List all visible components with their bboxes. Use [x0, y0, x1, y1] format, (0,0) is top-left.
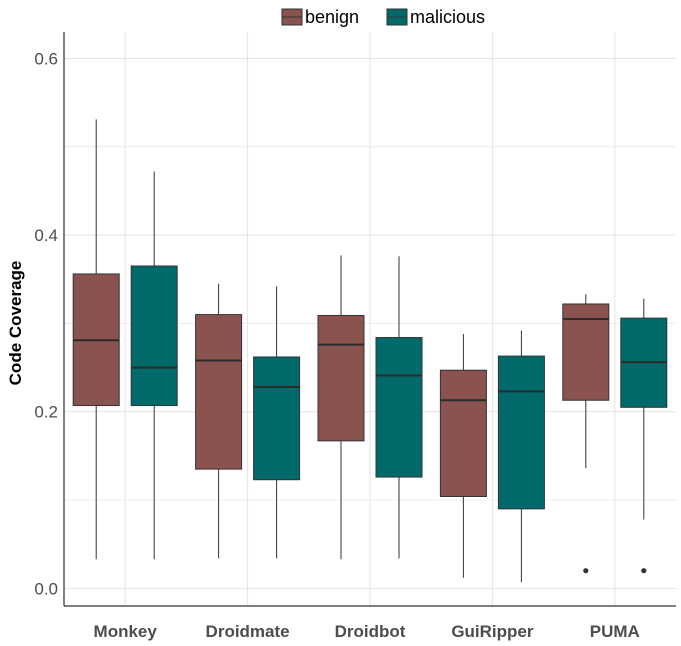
legend: benign malicious: [281, 7, 485, 27]
y-tick-label: 0.6: [34, 49, 58, 68]
outlier-point: [641, 568, 647, 574]
y-tick-label: 0.0: [34, 579, 58, 598]
y-tick-label: 0.2: [34, 403, 58, 422]
outlier-point: [583, 568, 589, 574]
x-category-label: Droidbot: [335, 622, 406, 641]
x-category-label: Monkey: [94, 622, 158, 641]
y-tick-label: 0.4: [34, 226, 58, 245]
legend-label-malicious: malicious: [410, 7, 485, 27]
box-plot-marks: [72, 119, 668, 583]
y-axis-title: Code Coverage: [6, 261, 25, 386]
box-malicious: [253, 356, 301, 481]
box-benign: [439, 369, 487, 497]
box-malicious: [130, 265, 178, 407]
box-malicious: [375, 337, 423, 478]
y-tick-labels: 0.0 0.2 0.4 0.6: [34, 49, 58, 598]
x-category-labels: Monkey Droidmate Droidbot GuiRipper PUMA: [94, 622, 640, 641]
x-category-label: GuiRipper: [451, 622, 534, 641]
box-benign: [195, 314, 243, 470]
box-benign: [562, 303, 610, 401]
x-category-label: PUMA: [590, 622, 640, 641]
axes: [63, 32, 676, 607]
box-malicious: [497, 355, 545, 510]
legend-label-benign: benign: [305, 7, 359, 27]
x-category-label: Droidmate: [206, 622, 290, 641]
box-benign: [317, 314, 365, 442]
grid-lines: [64, 32, 676, 606]
